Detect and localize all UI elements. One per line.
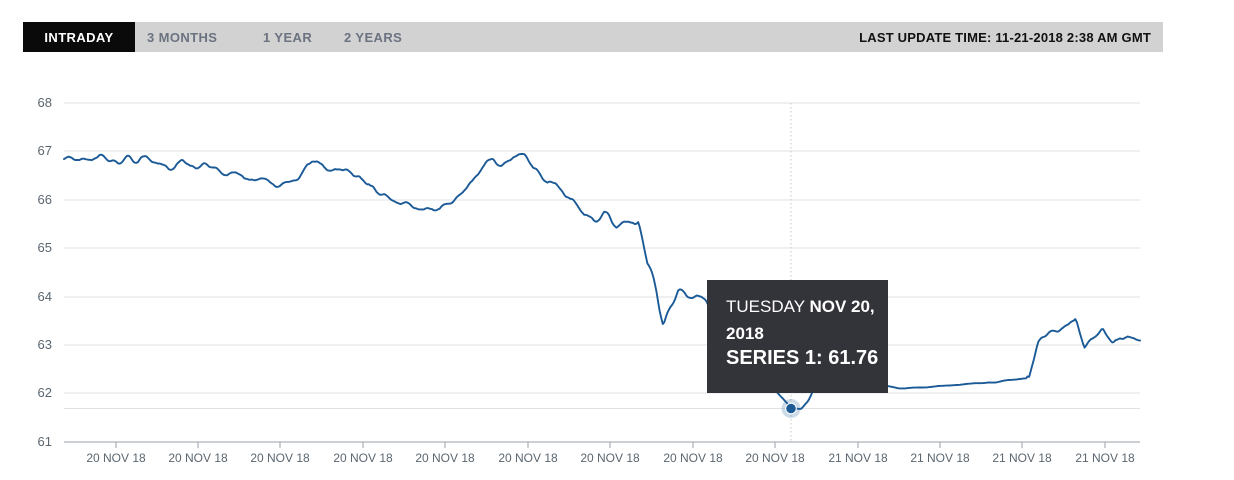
svg-text:21 NOV 18: 21 NOV 18 [828,451,888,465]
svg-text:20 NOV 18: 20 NOV 18 [580,451,640,465]
svg-text:20 NOV 18: 20 NOV 18 [333,451,393,465]
svg-text:21 NOV 18: 21 NOV 18 [910,451,970,465]
svg-text:21 NOV 18: 21 NOV 18 [992,451,1052,465]
svg-text:64: 64 [38,289,52,304]
svg-text:20 NOV 18: 20 NOV 18 [745,451,805,465]
svg-text:62: 62 [38,385,52,400]
svg-text:20 NOV 18: 20 NOV 18 [250,451,310,465]
svg-text:61: 61 [38,434,52,449]
svg-text:67: 67 [38,143,52,158]
svg-text:20 NOV 18: 20 NOV 18 [168,451,228,465]
svg-text:66: 66 [38,192,52,207]
svg-text:21 NOV 18: 21 NOV 18 [1075,451,1135,465]
svg-text:65: 65 [38,240,52,255]
svg-text:20 NOV 18: 20 NOV 18 [415,451,475,465]
svg-text:20 NOV 18: 20 NOV 18 [86,451,146,465]
svg-text:20 NOV 18: 20 NOV 18 [663,451,723,465]
svg-text:63: 63 [38,337,52,352]
svg-text:68: 68 [38,95,52,110]
svg-text:20 NOV 18: 20 NOV 18 [498,451,558,465]
